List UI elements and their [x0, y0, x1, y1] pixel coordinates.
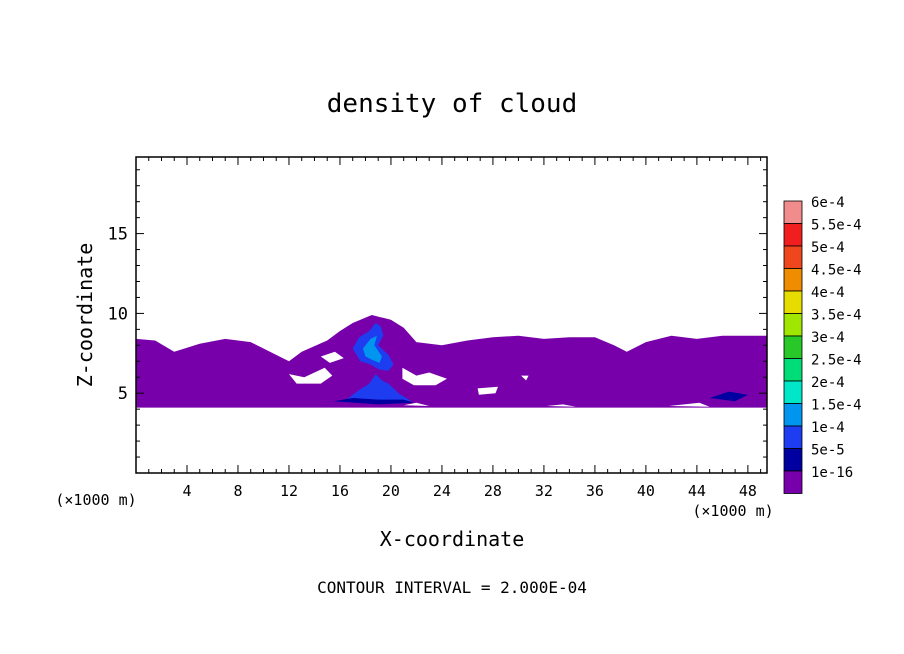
colorbar-swatch [783, 470, 803, 494]
colorbar-label: 4e-4 [811, 285, 845, 301]
colorbar-swatch [783, 268, 803, 292]
contour-interval-note: CONTOUR INTERVAL = 2.000E-04 [317, 578, 587, 597]
chart-title: density of cloud [327, 89, 577, 119]
x-tick-label: 12 [280, 482, 298, 500]
x-tick-label: 32 [535, 482, 553, 500]
density-region-east-patch [709, 391, 748, 402]
clear-air-gap [668, 402, 710, 407]
x-tick-label: 36 [586, 482, 604, 500]
y-tick-label: 5 [118, 384, 128, 404]
colorbar-swatch [783, 200, 803, 224]
y-tick-label: 10 [108, 304, 128, 324]
colorbar-label: 1e-16 [811, 465, 853, 481]
colorbar-label: 3e-4 [811, 330, 845, 346]
x-tick-label: 40 [637, 482, 655, 500]
x-axis-title: X-coordinate [380, 527, 525, 551]
y-tick-label: 15 [108, 225, 128, 245]
colorbar-legend: 6e-4 5.5e-4 5e-4 4.5e-4 4e-4 3.5e-4 3e-4 2.5e-4… [783, 195, 862, 494]
x-tick-label: 16 [331, 482, 349, 500]
clear-air-gap [402, 367, 447, 386]
density-region-updraft-inner [362, 335, 382, 363]
x-tick-label: 44 [688, 482, 706, 500]
density-region-cloud-layer [136, 315, 767, 408]
clear-air-gap [403, 402, 430, 406]
x-tick-label: 24 [433, 482, 451, 500]
colorbar-swatch [783, 358, 803, 382]
colorbar-swatch [783, 313, 803, 337]
colorbar-swatch [783, 290, 803, 314]
density-region-outflow-base [346, 374, 412, 403]
colorbar-label: 1e-4 [811, 420, 845, 436]
colorbar-label: 4.5e-4 [811, 263, 862, 279]
colorbar-swatch [783, 403, 803, 427]
colorbar-swatch [783, 223, 803, 247]
colorbar-label: 5e-4 [811, 240, 845, 256]
colorbar-label: 2e-4 [811, 375, 845, 391]
clear-air-gap [477, 386, 498, 395]
x-tick-label: 48 [739, 482, 757, 500]
colorbar-swatch [783, 245, 803, 269]
x-unit-label-right: (×1000 m) [692, 502, 773, 520]
colorbar-label: 2.5e-4 [811, 353, 862, 369]
y-axis: 5 10 15 [108, 169, 767, 458]
colorbar-label: 5e-5 [811, 443, 845, 459]
x-tick-label: 28 [484, 482, 502, 500]
colorbar-label: 3.5e-4 [811, 308, 862, 324]
clear-air-gap [521, 375, 529, 381]
colorbar-swatch [783, 425, 803, 449]
density-region-outflow-fringe [333, 398, 414, 405]
clear-air-gap [289, 367, 333, 384]
x-unit-label: (×1000 m) [55, 491, 136, 509]
x-axis: 4 8 12 16 20 24 28 32 36 40 44 48 [148, 157, 762, 500]
x-tick-label: 8 [233, 482, 242, 500]
plot-frame [135, 156, 768, 474]
x-tick-label: 20 [382, 482, 400, 500]
colorbar-label: 5.5e-4 [811, 218, 862, 234]
colorbar-swatch [783, 448, 803, 472]
x-tick-label: 4 [182, 482, 191, 500]
y-axis-title: Z-coordinate [73, 243, 97, 388]
colorbar-label: 1.5e-4 [811, 398, 862, 414]
clear-air-gap [546, 404, 576, 407]
colorbar-swatch [783, 335, 803, 359]
clear-air-gap [320, 351, 344, 363]
colorbar-swatch [783, 380, 803, 404]
colorbar-label: 6e-4 [811, 195, 845, 211]
density-field [136, 315, 767, 408]
